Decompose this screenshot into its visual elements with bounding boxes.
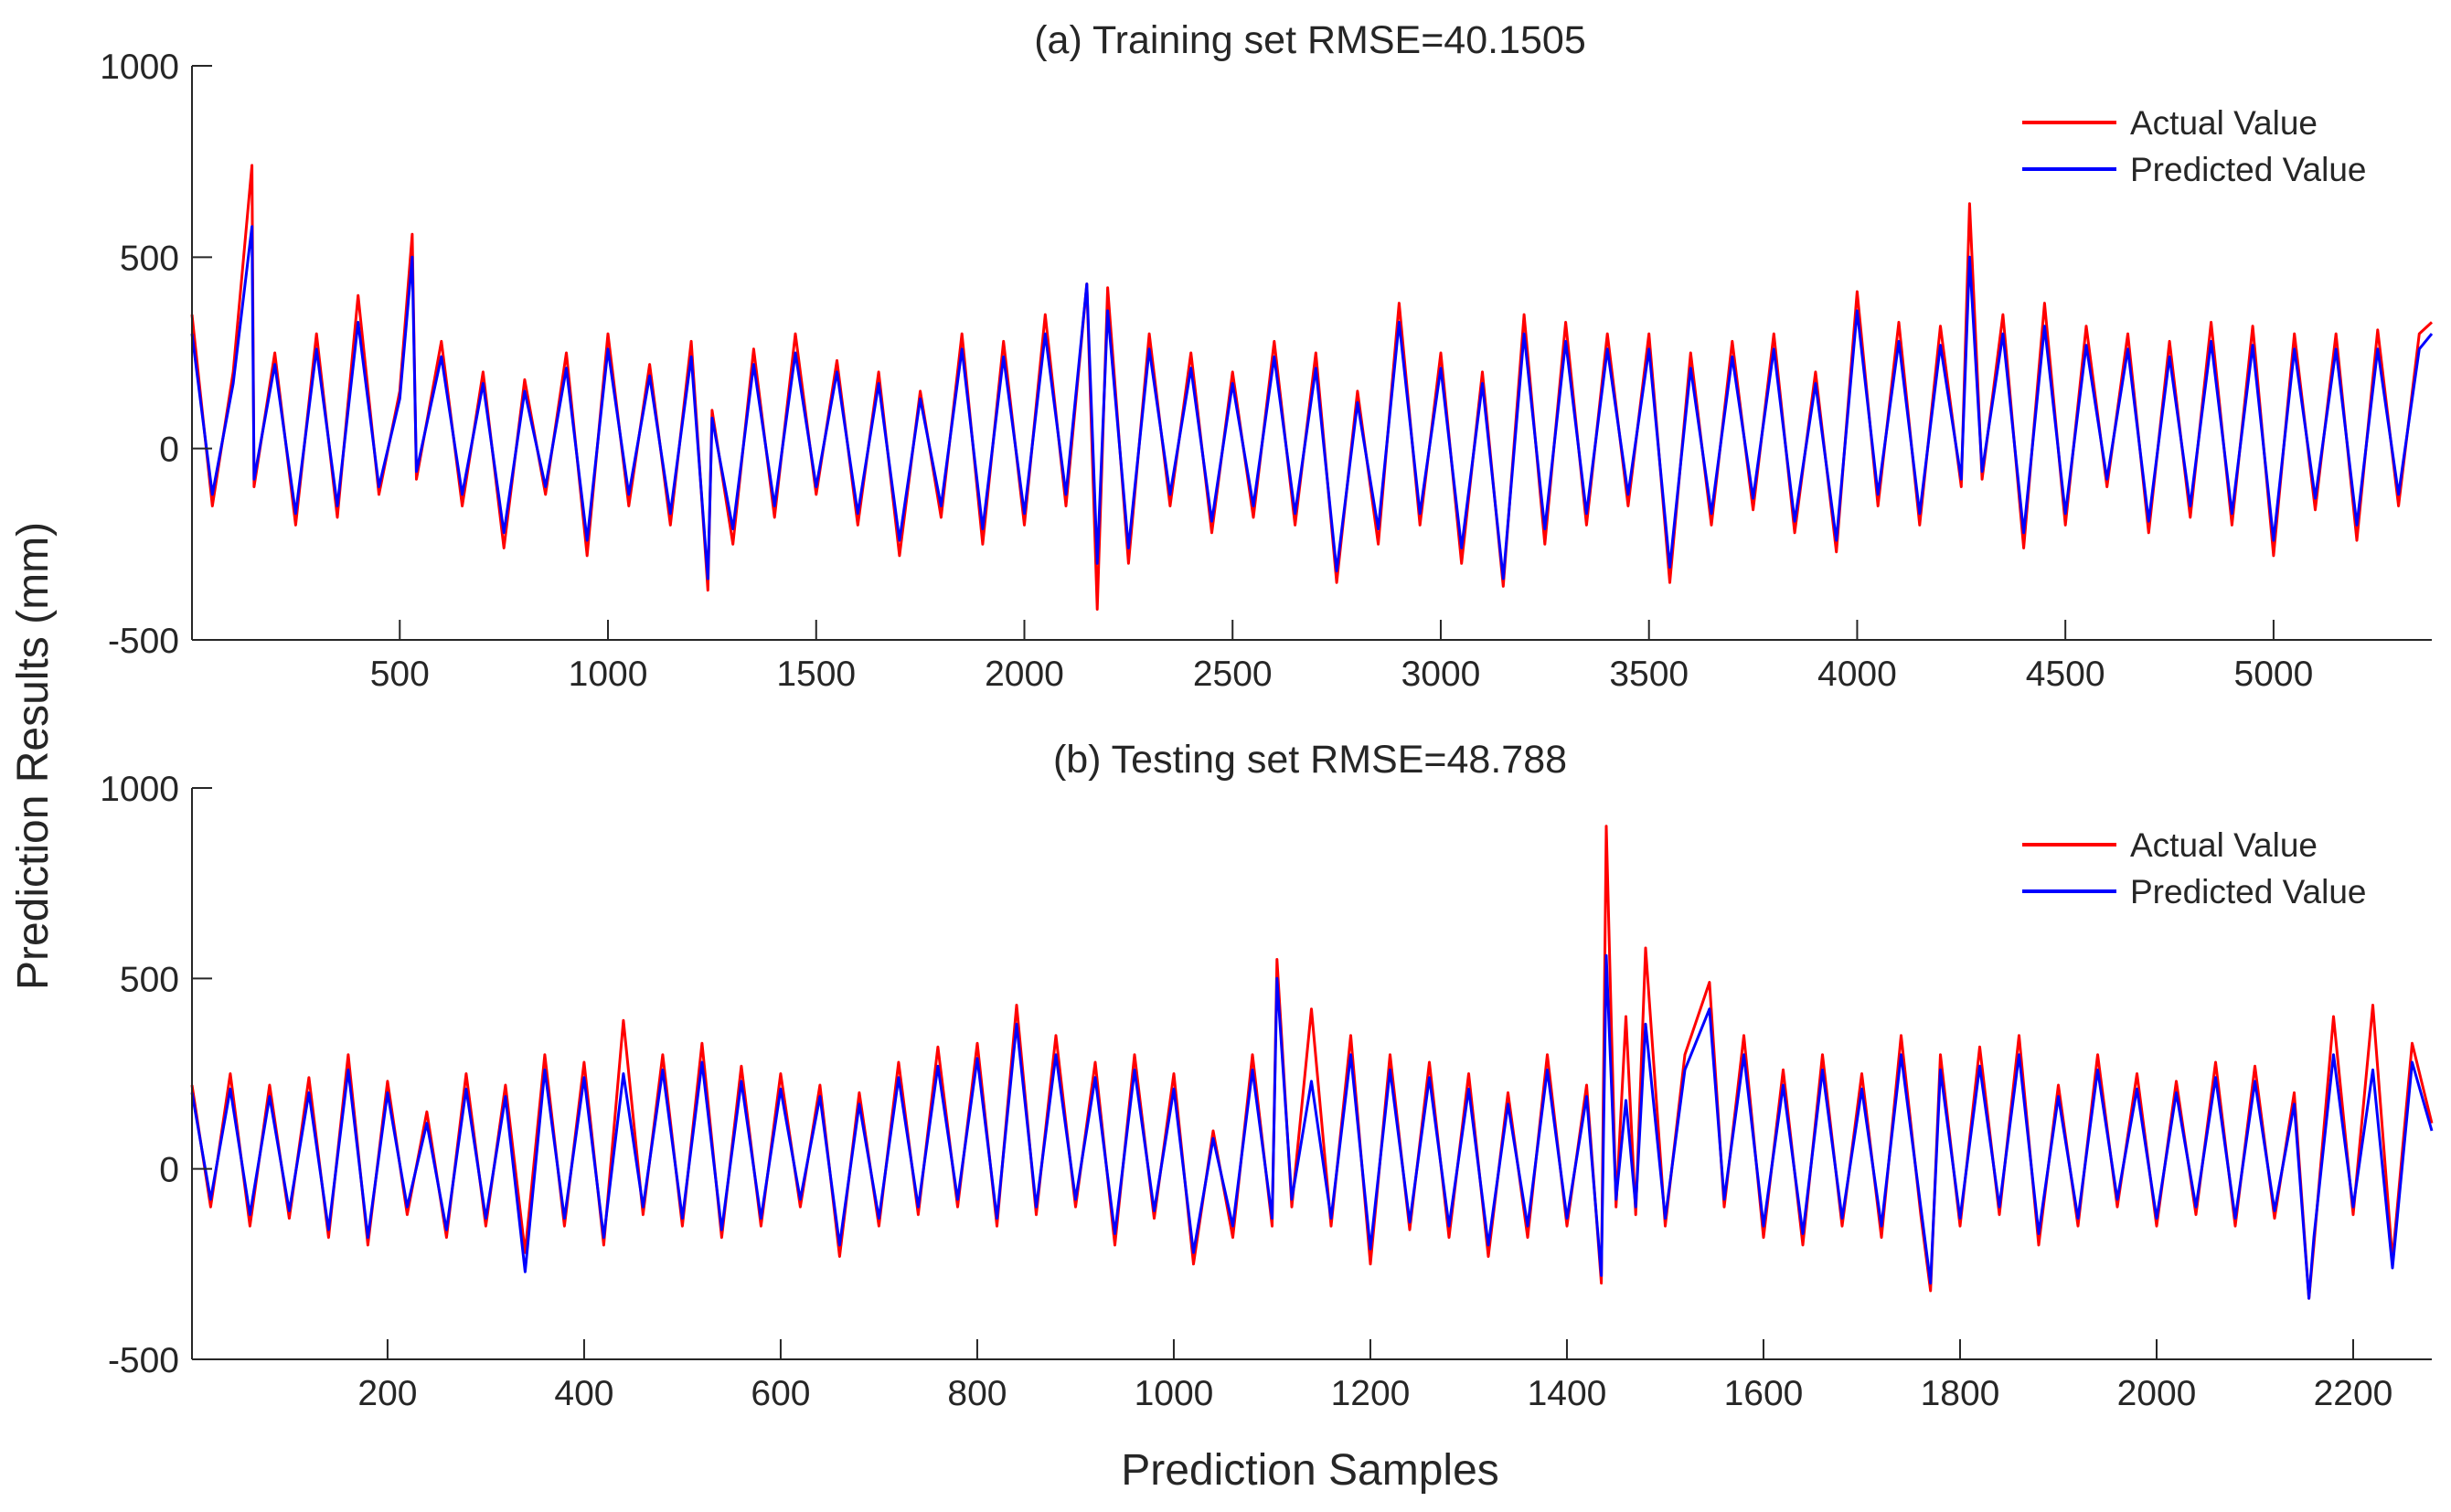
testing-x-tick-label: 1800 [1921,1374,2000,1413]
testing-x-tick-label: 2200 [2314,1374,2393,1413]
training-legend-label-actual: Actual Value [2130,104,2318,142]
testing-x-tick-label: 1000 [1135,1374,1214,1413]
training-x-tick-label: 1000 [569,655,648,694]
testing-legend: Actual Value Predicted Value [2022,826,2366,910]
testing-y-tick-label: 0 [159,1151,179,1190]
testing-chart-title: (b) Testing set RMSE=48.788 [1053,738,1567,782]
training-y-tick-label: 500 [120,239,179,278]
training-x-tick-label: 4500 [2026,655,2105,694]
testing-x-tick-label: 200 [357,1374,417,1413]
testing-x-tick-label: 1200 [1331,1374,1411,1413]
testing-x-tick-label: 1400 [1528,1374,1607,1413]
training-x-tick-label: 2000 [985,655,1064,694]
testing-series-predicted [190,953,2434,1300]
testing-legend-label-actual: Actual Value [2130,826,2318,864]
testing-y-tick-label: -500 [108,1341,179,1380]
testing-x-tick-label: 600 [751,1374,810,1413]
testing-actual-line [190,825,2434,1300]
training-chart-title: (a) Training set RMSE=40.1505 [1034,18,1586,62]
testing-legend-label-predicted: Predicted Value [2130,873,2366,910]
testing-series-actual [190,825,2434,1300]
training-x-tick-label: 2500 [1193,655,1273,694]
testing-x-tick-label: 400 [554,1374,613,1413]
training-x-tick-label: 500 [370,655,430,694]
training-x-tick-label: 3000 [1401,655,1481,694]
testing-predicted-line [190,953,2434,1300]
y-axis-label: Prediction Results (mm) [9,522,58,990]
training-y-tick-label: 0 [159,431,179,470]
training-x-tick-label: 3500 [1609,655,1689,694]
training-x-tick-label: 1500 [776,655,856,694]
training-chart-panel: (a) Training set RMSE=40.1505 -500 0 500 10… [100,18,2434,694]
training-series-predicted [190,225,2434,580]
testing-y-tick-label: 1000 [100,770,179,809]
training-x-tick-label: 4000 [1817,655,1897,694]
training-axes: -500 0 500 1000 500 1000 1500 2000 2500 3000 3500 4… [100,48,2432,694]
testing-x-tick-label: 2000 [2117,1374,2197,1413]
training-predicted-line [190,225,2434,580]
testing-axes: -500 0 500 1000 200 400 600 800 1000 1200 1400 1600… [100,770,2432,1413]
training-x-tick-label: 5000 [2234,655,2314,694]
testing-chart-panel: (b) Testing set RMSE=48.788 -500 0 500 1000… [100,738,2434,1413]
x-axis-label: Prediction Samples [1121,1446,1499,1495]
training-legend-label-predicted: Predicted Value [2130,151,2366,188]
training-legend: Actual Value Predicted Value [2022,104,2366,188]
testing-x-tick-label: 1600 [1724,1374,1804,1413]
testing-x-tick-label: 800 [947,1374,1007,1413]
training-y-tick-label: -500 [108,622,179,661]
testing-y-tick-label: 500 [120,960,179,999]
training-y-tick-label: 1000 [100,48,179,87]
